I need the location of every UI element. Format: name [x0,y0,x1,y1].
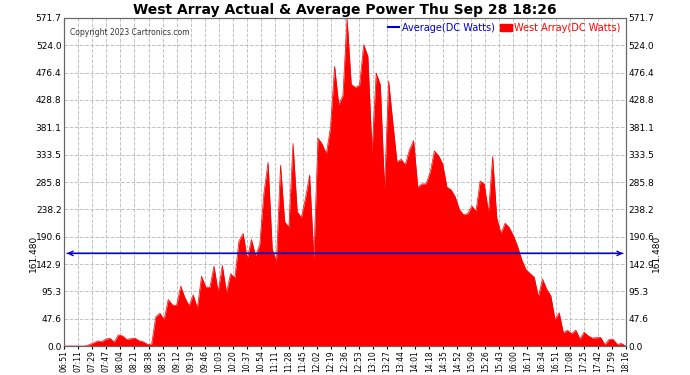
Text: 161.480: 161.480 [652,235,661,272]
Text: Copyright 2023 Cartronics.com: Copyright 2023 Cartronics.com [70,28,189,37]
Legend: Average(DC Watts), West Array(DC Watts): Average(DC Watts), West Array(DC Watts) [388,23,621,33]
Text: 161.480: 161.480 [29,235,38,272]
Title: West Array Actual & Average Power Thu Sep 28 18:26: West Array Actual & Average Power Thu Se… [133,3,557,17]
